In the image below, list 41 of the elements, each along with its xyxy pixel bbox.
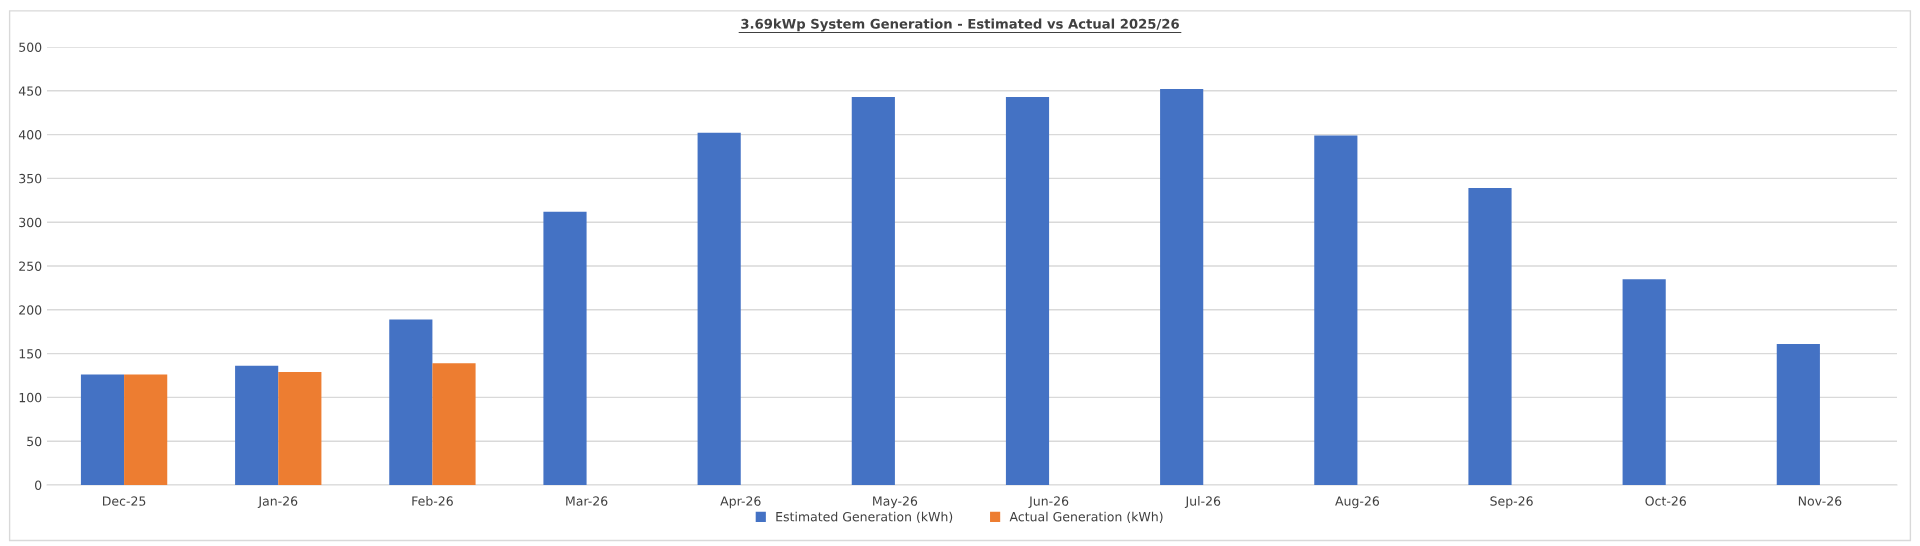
y-tick-label: 200 (19, 305, 42, 315)
x-tick-label: Oct-26 (1645, 496, 1686, 506)
bar (235, 365, 279, 485)
y-tick-label: 0 (35, 480, 42, 490)
bar (1005, 96, 1050, 485)
bar (1160, 89, 1204, 485)
bar (851, 96, 895, 485)
bar (124, 374, 168, 485)
x-tick-label: Dec-25 (103, 496, 146, 506)
y-tick-label: 150 (19, 349, 42, 359)
bar (278, 372, 322, 485)
x-tick-label: Aug-26 (1335, 496, 1380, 509)
bar (1468, 188, 1512, 485)
x-tick-label: Apr-26 (720, 496, 761, 509)
bar (1314, 135, 1358, 485)
bar (80, 374, 125, 485)
y-tick-label: 250 (19, 261, 42, 271)
x-tick-label: May-26 (873, 496, 918, 509)
x-tick-label: Mar-26 (566, 496, 608, 506)
bar (389, 319, 433, 485)
bar (543, 211, 587, 485)
x-tick-label: Jun-26 (1028, 496, 1069, 509)
y-tick-label: 100 (19, 392, 42, 403)
x-tick-label: Sep-26 (1490, 496, 1533, 509)
y-tick-label: 300 (19, 217, 42, 228)
y-tick-label: 450 (18, 86, 42, 96)
bar (1776, 343, 1820, 485)
y-tick-label: 350 (19, 173, 42, 184)
y-tick-label: 50 (27, 436, 42, 447)
bar (432, 363, 476, 485)
x-tick-label: Feb-26 (412, 496, 453, 506)
bar (697, 132, 741, 485)
chart-title: 3.69kWp System Generation - Estimated vs Actual 2025/26 (741, 18, 1179, 32)
legend-label: Estimated Generation (kWh) (776, 511, 953, 523)
bar (1622, 279, 1666, 485)
x-tick-label: Jan-26 (257, 496, 298, 509)
x-tick-label: Jul-26 (1184, 496, 1221, 509)
y-tick-label: 400 (18, 130, 42, 140)
legend-label: Actual Generation (kWh) (1009, 511, 1163, 523)
x-tick-label: Nov-26 (1798, 496, 1842, 506)
y-tick-label: 500 (19, 42, 42, 52)
